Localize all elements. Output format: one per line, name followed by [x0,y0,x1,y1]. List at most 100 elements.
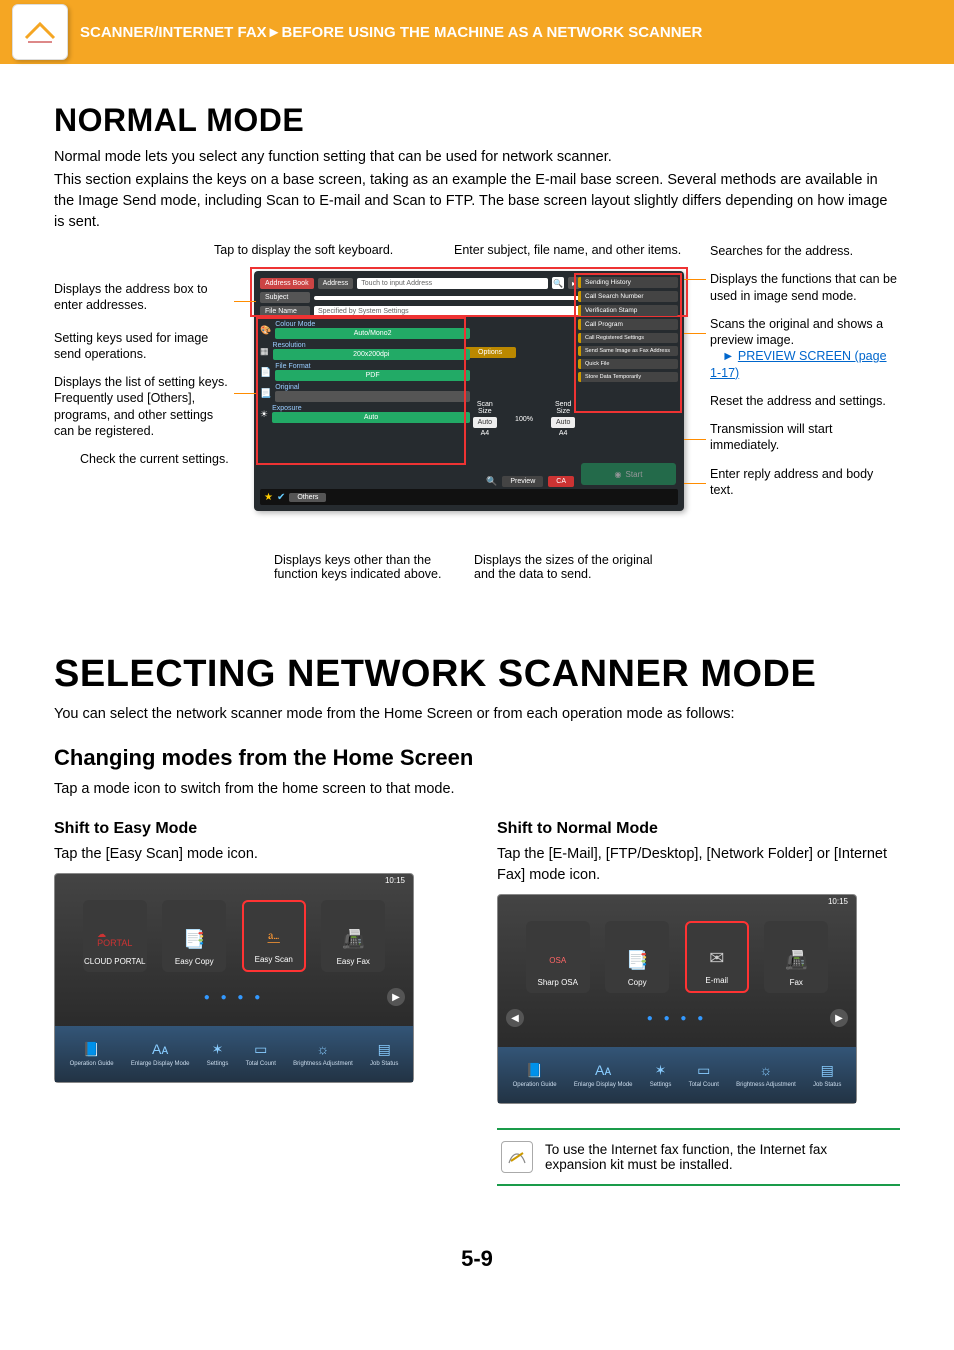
btn-ca[interactable]: CA [548,476,574,487]
arrow-2 [234,393,256,394]
hm-dots-r: ● ● ● ● [498,1013,856,1024]
p-normal: Tap the [E-Mail], [FTP/Desktop], [Networ… [497,844,900,886]
bico-bright-r[interactable]: ☼Brightness Adjustment [736,1062,796,1089]
tile-osa[interactable]: OSASharp OSA [526,921,590,993]
sub-changing: Changing modes from the Home Screen [54,745,900,771]
note: To use the Internet fax function, the In… [497,1128,900,1186]
star-icon[interactable]: ★ [264,492,273,503]
val-sendsize[interactable]: Auto [551,417,575,428]
label-transmission: Transmission will start immediately. [710,421,900,454]
note-row: To use the Internet fax function, the In… [497,1128,900,1186]
tile-fax[interactable]: 📠 Fax [764,921,828,993]
label-search: Searches for the address. [710,243,900,259]
brightness-icon: ☼ [314,1041,332,1059]
check-icon[interactable]: ✔ [277,492,285,503]
page-number: 5-9 [54,1246,900,1272]
tile-easycopy[interactable]: 📑Easy Copy [162,900,226,972]
bico-settings-l[interactable]: ✶ Settings [207,1041,229,1068]
bico-opguide-l[interactable]: 📘Operation Guide [70,1041,114,1068]
bico-lbl-5r: Job Status [813,1082,841,1089]
mock-bottom-bar: ★ ✔ Others [260,489,678,505]
hm-time-l: 10:15 [385,876,405,885]
mock-screen: Address Book Address Touch to input Addr… [254,271,684,511]
tile-lbl-3r: Fax [790,978,803,987]
hm-icons-r: OSASharp OSA 📑Copy ✉E-mail 📠 Fax [498,921,856,993]
mock-left-settings: 🎨Colour ModeAuto/Mono2 ▦Resolution200x20… [260,321,470,426]
note-icon [501,1141,533,1173]
page-body: NORMAL MODE Normal mode lets you select … [0,64,954,1312]
cap-others: Displays keys other than the function ke… [274,553,454,581]
bico-enlarge-l[interactable]: Aᴀ Enlarge Display Mode [131,1041,190,1068]
bico-opguide-r[interactable]: 📘 Operation Guide [513,1062,557,1089]
nm-para2: This section explains the keys on a base… [54,170,900,233]
tile-email[interactable]: ✉E-mail [685,921,749,993]
bico-settings-r[interactable]: ✶Settings [650,1062,672,1089]
lbl-scansize: Scan Size [473,401,497,415]
label-preview-text: Scans the original and shows a preview i… [710,317,883,347]
bico-lbl-1l: Enlarge Display Mode [131,1061,190,1068]
label-preview-group: Scans the original and shows a preview i… [710,316,900,381]
nm-para1: Normal mode lets you select any function… [54,147,900,168]
btn-start[interactable]: ◉Start [581,463,676,485]
bico-job-r[interactable]: ▤Job Status [813,1062,841,1089]
scan-icon: ⎁ [260,923,288,951]
header-breadcrumb: SCANNER/INTERNET FAX►BEFORE USING THE MA… [80,24,702,41]
cloud-icon: ☁PORTAL [101,925,129,953]
job-icon: ▤ [375,1041,393,1059]
lbl-sendsize: Send Size [551,401,575,415]
red-border-side [574,273,682,413]
btn-preview[interactable]: Preview [502,476,543,487]
tile-easyfax[interactable]: 📠 Easy Fax [321,900,385,972]
two-col: Shift to Easy Mode Tap the [Easy Scan] m… [54,814,900,1186]
count-icon-r: ▭ [695,1062,713,1080]
nav-right-r[interactable]: ▶ [830,1009,848,1027]
val-scansize[interactable]: Auto [473,417,497,428]
col-easy: Shift to Easy Mode Tap the [Easy Scan] m… [54,814,457,1186]
btn-others[interactable]: Others [289,493,326,502]
arrow-r1 [684,279,706,280]
lbl-a4-2: A4 [551,430,575,437]
arrow-r5 [684,483,706,484]
nav-left-r[interactable]: ◀ [506,1009,524,1027]
home-mock-right: 10:15 OSASharp OSA 📑Copy ✉E-mail 📠Fax ● … [497,894,857,1104]
h-easy: Shift to Easy Mode [54,820,457,838]
bico-lbl-0r: Operation Guide [513,1082,557,1089]
preview-link-arrow: ► [722,349,734,363]
bico-bright-l[interactable]: ☼ Brightness Adjustment [293,1041,353,1068]
book-icon-r: 📘 [526,1062,544,1080]
bico-enlarge-r[interactable]: Aᴀ Enlarge Display Mode [574,1062,633,1089]
arrow-1 [234,301,256,302]
bico-lbl-4l: Brightness Adjustment [293,1061,353,1068]
nav-right-l[interactable]: ▶ [387,988,405,1006]
sub-changing-para: Tap a mode icon to switch from the home … [54,779,900,800]
gear-icon: ✶ [209,1041,227,1059]
osa-icon: OSA [544,946,572,974]
enlarge-icon-r: Aᴀ [594,1062,612,1080]
bico-total-l[interactable]: ▭Total Count [246,1041,276,1068]
btn-options[interactable]: Options [464,347,516,358]
bico-lbl-4r: Brightness Adjustment [736,1082,796,1089]
tile-lbl-3: Easy Fax [337,957,370,966]
hm-icons-l: ☁PORTAL CLOUD PORTAL 📑Easy Copy ⎁ Easy Sca… [55,900,413,972]
hm-dots-l: ● ● ● ● [55,992,413,1003]
cap-sizes: Displays the sizes of the original and t… [474,553,664,581]
fax-icon-r: 📠 [782,946,810,974]
bico-lbl-2l: Settings [207,1061,229,1068]
tile-easyscan[interactable]: ⎁ Easy Scan [242,900,306,972]
tile-cloud[interactable]: ☁PORTAL CLOUD PORTAL [83,900,147,972]
tile-lbl-2: Easy Scan [255,955,293,964]
bico-lbl-1r: Enlarge Display Mode [574,1082,633,1089]
preview-screen-link[interactable]: PREVIEW SCREEN (page 1-17) [710,349,887,379]
bico-total-r[interactable]: ▭Total Count [689,1062,719,1089]
hm-bottom-l: 📘Operation Guide AᴀEnlarge Display Mode … [55,1026,413,1082]
enlarge-icon: Aᴀ [151,1041,169,1059]
red-border-settings [256,317,466,465]
tile-lbl-1r: Copy [628,978,647,987]
fax-icon: 📠 [339,925,367,953]
tile-copy[interactable]: 📑Copy [605,921,669,993]
bico-job-l[interactable]: ▤Job Status [370,1041,398,1068]
copy-icon: 📑 [180,925,208,953]
tile-lbl-0: CLOUD PORTAL [84,957,146,966]
col-normal: Shift to Normal Mode Tap the [E-Mail], [… [497,814,900,1186]
options-wrap: Options [464,347,516,356]
